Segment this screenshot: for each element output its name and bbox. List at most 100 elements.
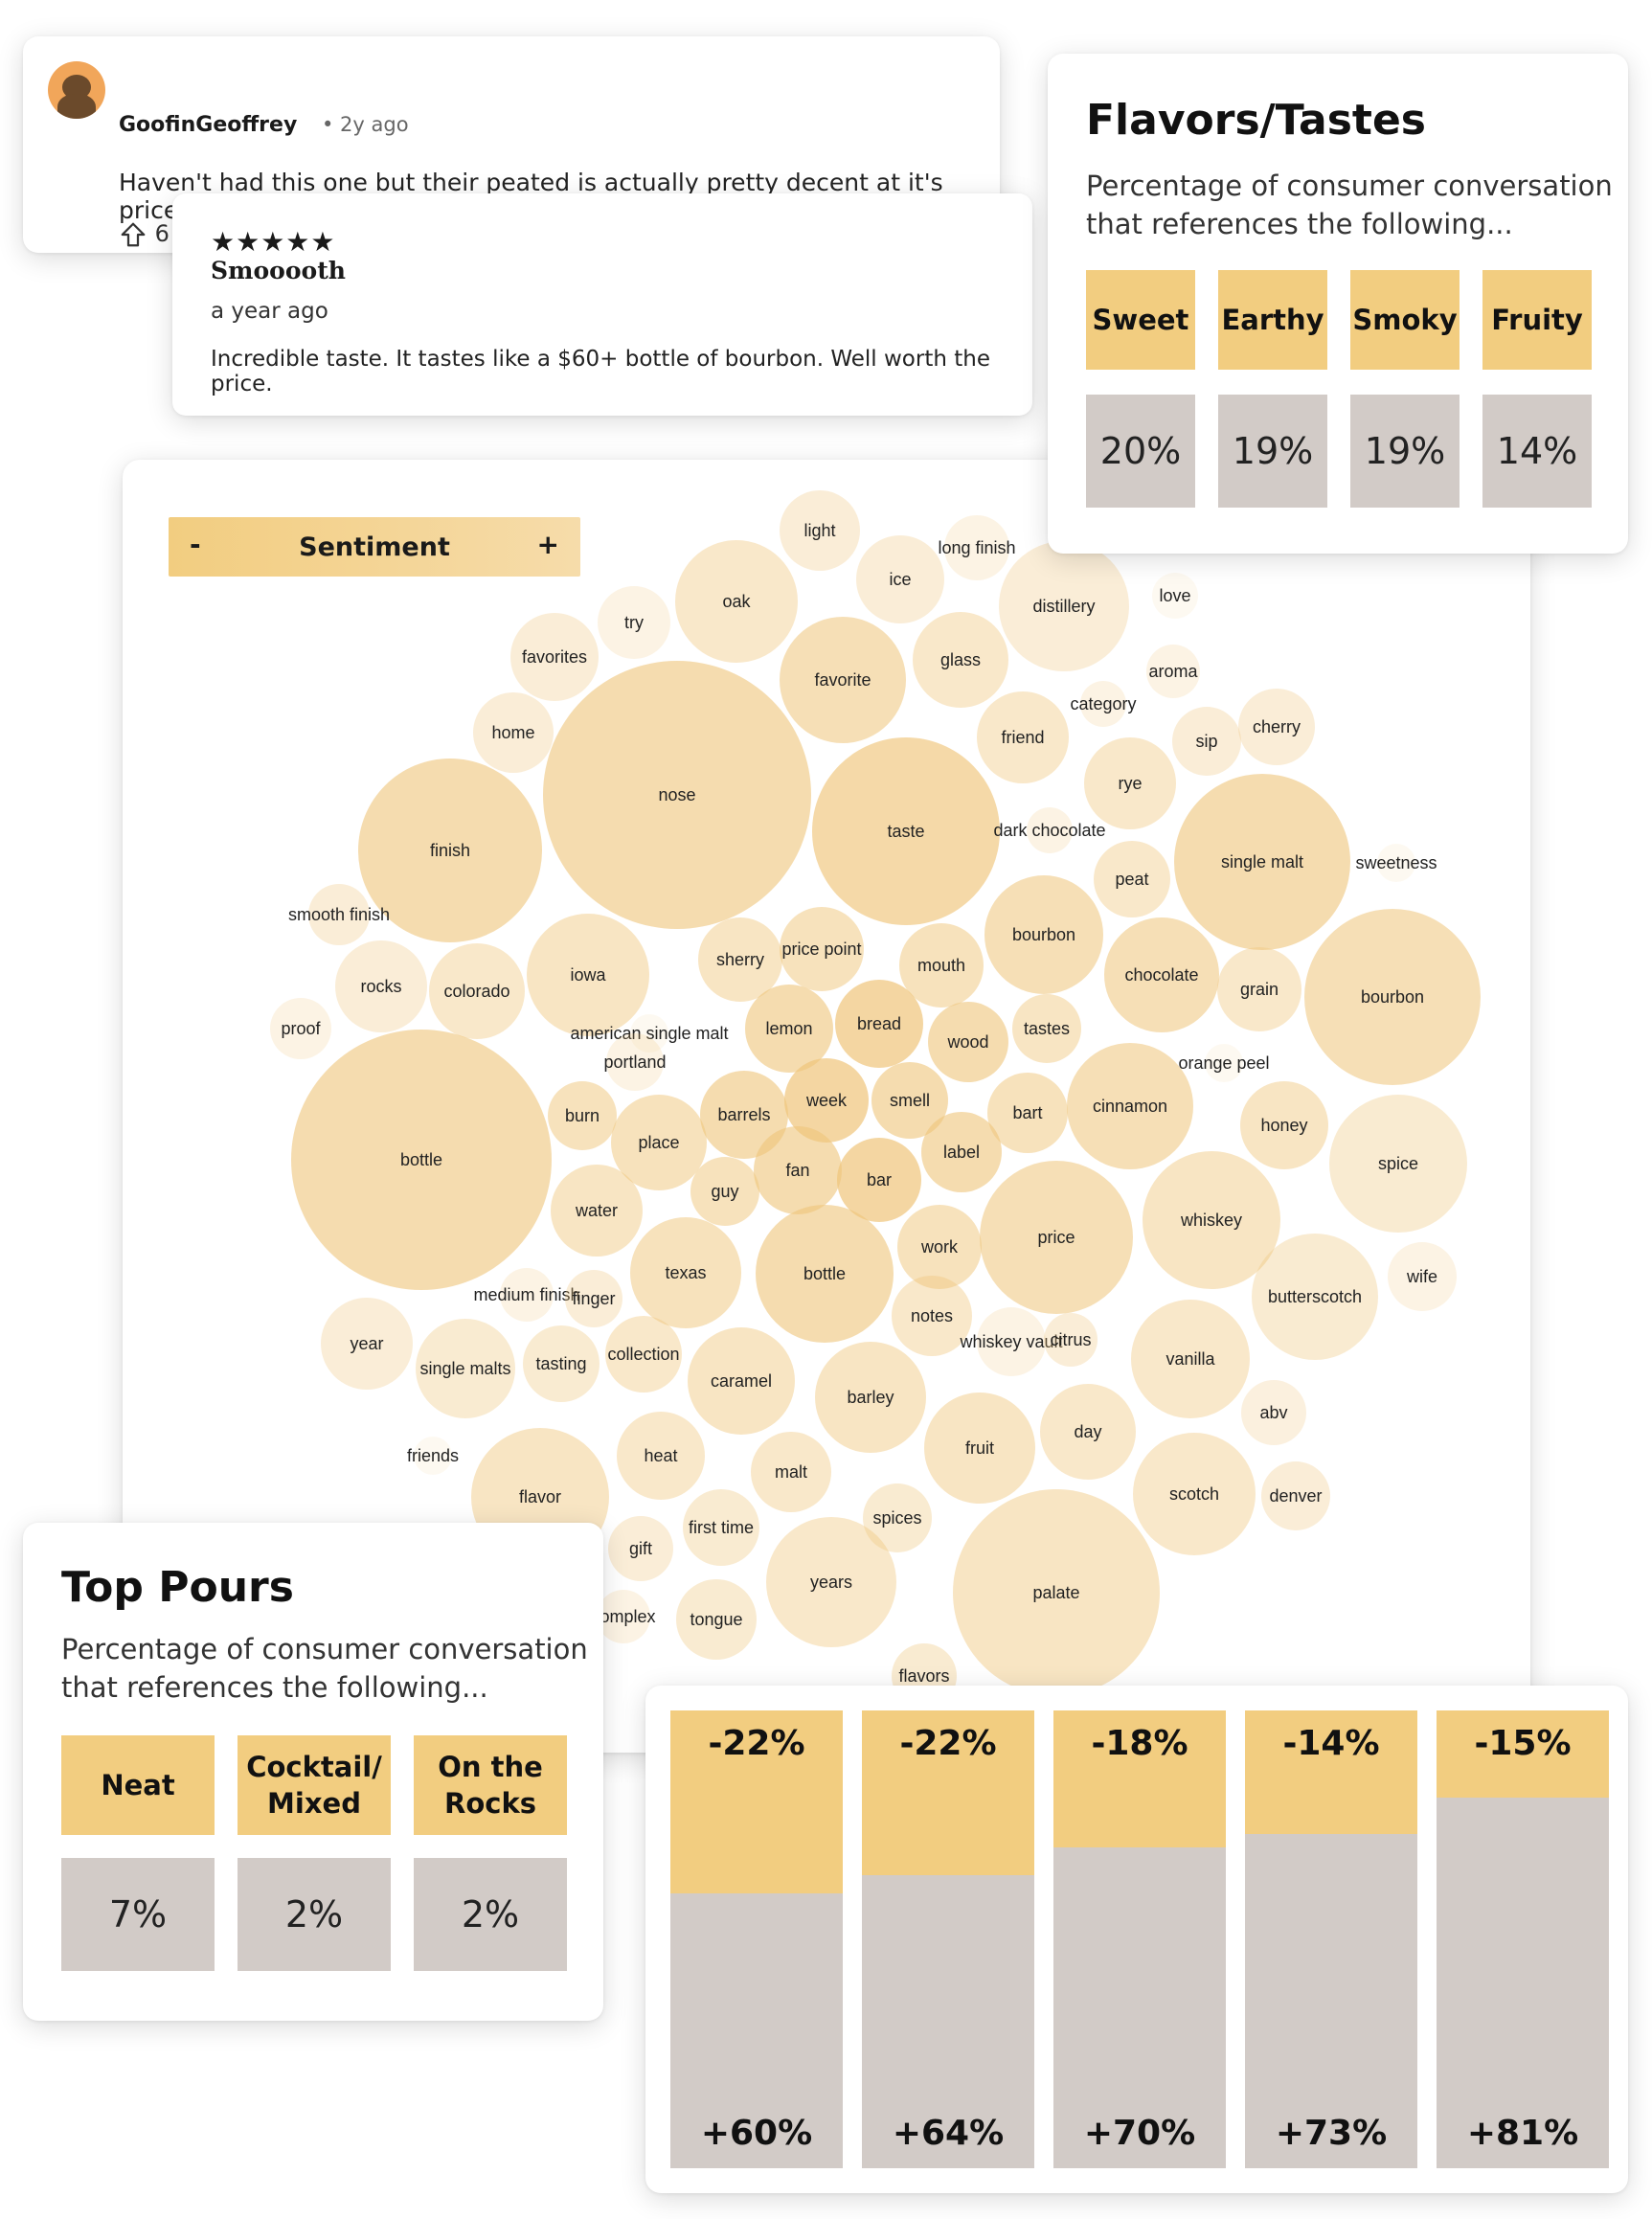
bubble-honey[interactable] [1240,1081,1328,1169]
bubble-burn[interactable] [548,1081,617,1150]
bubble-medium-finish[interactable] [500,1268,554,1322]
bubble-years[interactable] [766,1517,896,1647]
bubble-portland[interactable] [606,1033,664,1091]
bubble-scotch[interactable] [1133,1433,1256,1555]
bubble-sweetness[interactable] [1377,844,1415,882]
bubble-label: grain [1240,980,1279,999]
bubble-year[interactable] [321,1298,413,1390]
bubble-day[interactable] [1040,1384,1136,1480]
bubble-caramel[interactable] [688,1327,795,1435]
bubble-label[interactable] [921,1112,1002,1192]
bubble-bourbon[interactable] [984,875,1103,994]
bubble-iowa[interactable] [527,914,649,1036]
bubble-colorado[interactable] [429,943,525,1039]
bubble-whiskey-vault[interactable] [977,1307,1046,1376]
bubble-chocolate[interactable] [1104,917,1219,1032]
user-avatar[interactable] [48,61,105,119]
bubble-smooth-finish[interactable] [308,884,370,945]
bubble-heat[interactable] [617,1412,705,1500]
bubble-home[interactable] [473,692,554,773]
bubble-bourbon[interactable] [1304,909,1481,1085]
bubble-friends[interactable] [414,1437,452,1475]
bubble-tasting[interactable] [523,1325,600,1402]
bubble-palate[interactable] [953,1489,1160,1696]
bubble-single-malts[interactable] [416,1319,515,1418]
bubble-work[interactable] [897,1205,982,1289]
bubble-oak[interactable] [675,540,798,663]
bubble-notes[interactable] [892,1276,972,1356]
comment-username[interactable]: GoofinGeoffrey [119,113,298,137]
bubble-wood[interactable] [928,1002,1008,1082]
sentiment-filter[interactable]: - Sentiment + [169,517,580,577]
bubble-whiskey[interactable] [1143,1151,1280,1289]
bubble-lemon[interactable] [745,985,833,1073]
bubble-taste[interactable] [812,737,1000,925]
bubble-first-time[interactable] [683,1489,759,1566]
bubble-long-finish[interactable] [944,515,1009,580]
upvote-icon[interactable] [119,220,155,247]
bubble-vanilla[interactable] [1131,1300,1250,1418]
bubble-category[interactable] [1080,681,1126,727]
bubble-malt[interactable] [751,1432,831,1512]
bubble-spice[interactable] [1329,1095,1467,1233]
bubble-favorites[interactable] [510,613,599,701]
bubble-smell[interactable] [871,1062,948,1139]
bubble-denver[interactable] [1261,1461,1330,1530]
bubble-sip[interactable] [1172,707,1241,776]
bubble-bottle[interactable] [291,1030,552,1290]
bubble-finger[interactable] [565,1270,622,1327]
bubble-finish[interactable] [358,759,542,942]
bubble-bar[interactable] [837,1138,921,1222]
sentiment-decrease-button[interactable]: - [190,529,201,560]
bubble-single-malt[interactable] [1174,774,1350,950]
bubble-dark-chocolate[interactable] [1027,807,1073,853]
bubble-sherry[interactable] [698,917,782,1002]
bubble-bottle[interactable] [756,1205,894,1343]
bubble-bread[interactable] [835,980,923,1068]
bubble-glass[interactable] [913,612,1008,708]
bubble-price[interactable] [980,1161,1133,1314]
bubble-american-single-malt[interactable] [630,1014,668,1053]
bubble-grain[interactable] [1217,947,1301,1031]
bubble-orange-peel[interactable] [1205,1044,1243,1082]
bubble-citrus[interactable] [1044,1313,1098,1367]
bubble-price-point[interactable] [780,907,864,991]
sentiment-increase-button[interactable]: + [536,529,559,560]
bubble-guy[interactable] [690,1157,759,1226]
bubble-peat[interactable] [1094,841,1170,917]
bubble-complex[interactable] [597,1590,650,1643]
bubble-barrels[interactable] [700,1071,788,1159]
bubble-spices[interactable] [863,1483,932,1552]
bubble-place[interactable] [611,1095,707,1190]
bubble-proof[interactable] [270,998,331,1059]
bubble-favorite[interactable] [780,617,906,743]
bubble-gift[interactable] [608,1516,673,1581]
bubble-butterscotch[interactable] [1252,1234,1378,1360]
bubble-bart[interactable] [987,1073,1068,1153]
bubble-week[interactable] [784,1058,869,1143]
bubble-water[interactable] [551,1165,643,1257]
bubble-aroma[interactable] [1146,645,1200,698]
bubble-friend[interactable] [977,691,1069,783]
bubble-barley[interactable] [815,1342,926,1453]
bubble-label: wood [946,1032,988,1052]
bubble-wife[interactable] [1388,1242,1457,1311]
bubble-mouth[interactable] [899,923,984,1008]
bubble-cinnamon[interactable] [1067,1043,1193,1169]
bubble-love[interactable] [1152,573,1198,619]
bubble-ice[interactable] [856,535,944,623]
bubble-cherry[interactable] [1238,689,1315,765]
bubble-nose[interactable] [543,661,811,929]
bubble-fruit[interactable] [924,1393,1035,1504]
bubble-tastes[interactable] [1012,994,1081,1063]
bubble-rocks[interactable] [335,940,427,1032]
bubble-fan[interactable] [754,1126,842,1214]
bubble-light[interactable] [780,490,860,571]
bubble-distillery[interactable] [999,541,1129,671]
bubble-tongue[interactable] [676,1579,757,1660]
bubble-collection[interactable] [605,1316,682,1393]
bubble-texas[interactable] [630,1217,741,1328]
bubble-try[interactable] [598,586,670,659]
bubble-rye[interactable] [1084,737,1176,829]
bubble-abv[interactable] [1241,1380,1306,1445]
